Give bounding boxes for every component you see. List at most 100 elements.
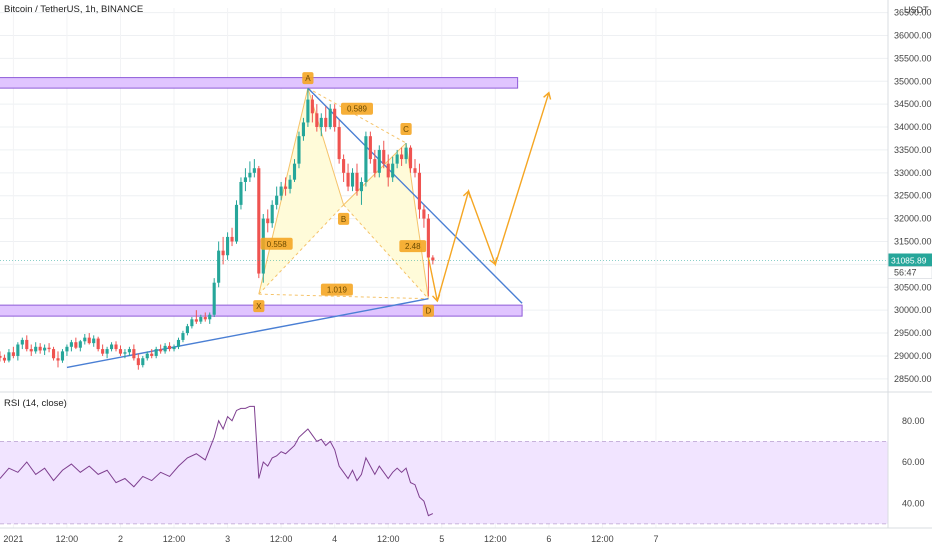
candle xyxy=(234,200,239,244)
pattern-ratio-label-text: 0.589 xyxy=(347,105,368,114)
candle-body xyxy=(25,339,29,350)
candle xyxy=(38,343,42,354)
trendlines xyxy=(66,87,523,369)
price-tick-label: 32500.00 xyxy=(894,191,932,201)
price-tick-label: 32000.00 xyxy=(894,214,932,224)
candle-body xyxy=(38,346,42,351)
candle xyxy=(25,335,29,352)
candle xyxy=(279,181,283,201)
candle xyxy=(386,154,390,187)
candle xyxy=(176,337,181,350)
candle xyxy=(11,346,15,359)
candle-body xyxy=(109,344,114,350)
candle xyxy=(275,186,279,210)
pattern-ratio-line xyxy=(307,87,407,144)
candle-body xyxy=(217,250,221,283)
candle xyxy=(382,140,386,169)
price-tick-label: 33000.00 xyxy=(894,168,932,178)
candle-body xyxy=(60,351,65,361)
price-tick-label: 28500.00 xyxy=(894,374,932,384)
price-tick-label: 36000.00 xyxy=(894,30,932,40)
candle xyxy=(159,344,163,354)
pattern-labels: X A B C D 0.558 0.589 2.48 1.019 xyxy=(253,72,434,317)
candle xyxy=(408,145,413,173)
time-tick-label: 7 xyxy=(653,534,658,544)
candle-body xyxy=(69,342,73,347)
projection-path xyxy=(427,91,552,303)
candle-body xyxy=(342,159,346,173)
candle-body xyxy=(426,218,430,258)
candle xyxy=(431,255,435,265)
candle xyxy=(172,344,176,352)
pattern-point-x-text: X xyxy=(256,302,262,311)
candle-body xyxy=(47,347,51,350)
candle-body xyxy=(7,352,11,361)
rsi-label: RSI (14, close) xyxy=(4,398,67,409)
candle xyxy=(395,149,399,169)
time-tick-label: 12:00 xyxy=(591,534,614,544)
candle-body xyxy=(359,181,364,192)
candle-body xyxy=(199,317,203,322)
candle xyxy=(306,88,310,128)
candle xyxy=(16,342,20,361)
candle-body xyxy=(319,117,323,128)
rsi-tick-label: 60.00 xyxy=(902,457,925,467)
candle-body xyxy=(279,186,283,196)
pattern-point-a-text: A xyxy=(305,74,311,83)
candle xyxy=(333,104,337,132)
candle xyxy=(377,145,381,178)
candle xyxy=(310,94,314,123)
current-price-tag xyxy=(888,253,932,267)
projection-arrowhead xyxy=(462,189,472,199)
candle xyxy=(328,104,332,130)
time-tick-label: 2 xyxy=(118,534,123,544)
candle-body xyxy=(203,317,207,320)
candle xyxy=(51,346,56,361)
candle xyxy=(168,342,172,352)
candle-body xyxy=(306,99,310,123)
candle-body xyxy=(16,344,20,356)
candle-body xyxy=(168,345,172,350)
candle xyxy=(34,342,38,354)
candle xyxy=(239,177,243,210)
time-tick-label: 4 xyxy=(332,534,337,544)
time-tick-label: 3 xyxy=(225,534,230,544)
candle-body xyxy=(404,147,408,160)
candle xyxy=(422,204,426,228)
candle-body xyxy=(377,149,381,173)
candle xyxy=(230,227,234,247)
candle xyxy=(194,310,198,324)
candle-body xyxy=(92,338,96,344)
pattern-point-x: X xyxy=(253,300,265,313)
current-price-value: 31085.89 xyxy=(891,255,927,265)
pattern-ratio-label-bg xyxy=(399,240,427,253)
candle-body xyxy=(417,172,422,210)
candle xyxy=(154,346,158,359)
price-tick-label: 35500.00 xyxy=(894,53,932,63)
candle-body xyxy=(163,345,167,352)
pattern-point-a-bg xyxy=(302,72,314,85)
candle-body xyxy=(413,168,417,173)
candle-body xyxy=(266,218,270,224)
rsi-tick-label: 40.00 xyxy=(902,498,925,508)
candle-body xyxy=(34,346,38,352)
candle-body xyxy=(234,204,239,242)
pattern-point-a: A xyxy=(302,72,314,85)
pattern-point-d-text: D xyxy=(425,307,431,316)
candle xyxy=(0,351,2,362)
candle xyxy=(181,330,185,343)
candle xyxy=(346,163,350,192)
pattern-point-c-text: C xyxy=(403,125,409,134)
candle xyxy=(355,163,359,196)
candle xyxy=(368,131,372,164)
candle xyxy=(252,159,256,178)
time-tick-label: 5 xyxy=(439,534,444,544)
candle-body xyxy=(20,339,24,345)
candle-body xyxy=(136,358,140,366)
candle xyxy=(364,131,368,187)
candle xyxy=(226,232,230,260)
candle-body xyxy=(176,339,181,347)
candle xyxy=(150,349,154,359)
pattern-ratio-label: 0.589 xyxy=(340,102,373,115)
